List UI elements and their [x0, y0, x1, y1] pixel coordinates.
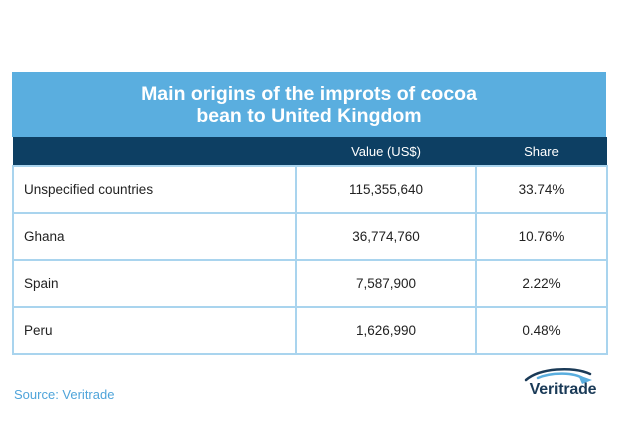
data-table-container: Main origins of the improts of cocoa bea… — [12, 72, 608, 355]
logo-swoosh-icon — [524, 368, 592, 384]
column-header-share: Share — [476, 137, 607, 166]
column-header-country — [13, 137, 296, 166]
table-row: Peru 1,626,990 0.48% — [12, 306, 608, 355]
share-cell: 0.48% — [475, 306, 608, 355]
share-cell: 33.74% — [475, 165, 608, 214]
country-cell: Peru — [12, 306, 297, 355]
table-title-line-2: bean to United Kingdom — [196, 104, 422, 127]
table-row: Unspecified countries 115,355,640 33.74% — [12, 165, 608, 214]
table-row: Spain 7,587,900 2.22% — [12, 259, 608, 308]
value-cell: 7,587,900 — [295, 259, 477, 308]
table-header-row: Value (US$) Share — [13, 137, 607, 166]
table-title-line-1: Main origins of the improts of cocoa — [141, 82, 477, 105]
table-row: Ghana 36,774,760 10.76% — [12, 212, 608, 261]
country-cell: Spain — [12, 259, 297, 308]
logo-text: Veritrade — [529, 381, 597, 398]
value-cell: 36,774,760 — [295, 212, 477, 261]
value-cell: 115,355,640 — [295, 165, 477, 214]
country-cell: Unspecified countries — [12, 165, 297, 214]
value-cell: 1,626,990 — [295, 306, 477, 355]
veritrade-logo: Veritrade — [518, 366, 608, 406]
country-cell: Ghana — [12, 212, 297, 261]
table-title: Main origins of the improts of cocoa bea… — [12, 72, 606, 137]
column-header-value: Value (US$) — [296, 137, 476, 166]
share-cell: 10.76% — [475, 212, 608, 261]
source-note: Source: Veritrade — [14, 387, 115, 402]
share-cell: 2.22% — [475, 259, 608, 308]
data-table: Value (US$) Share Unspecified countries … — [12, 137, 608, 355]
